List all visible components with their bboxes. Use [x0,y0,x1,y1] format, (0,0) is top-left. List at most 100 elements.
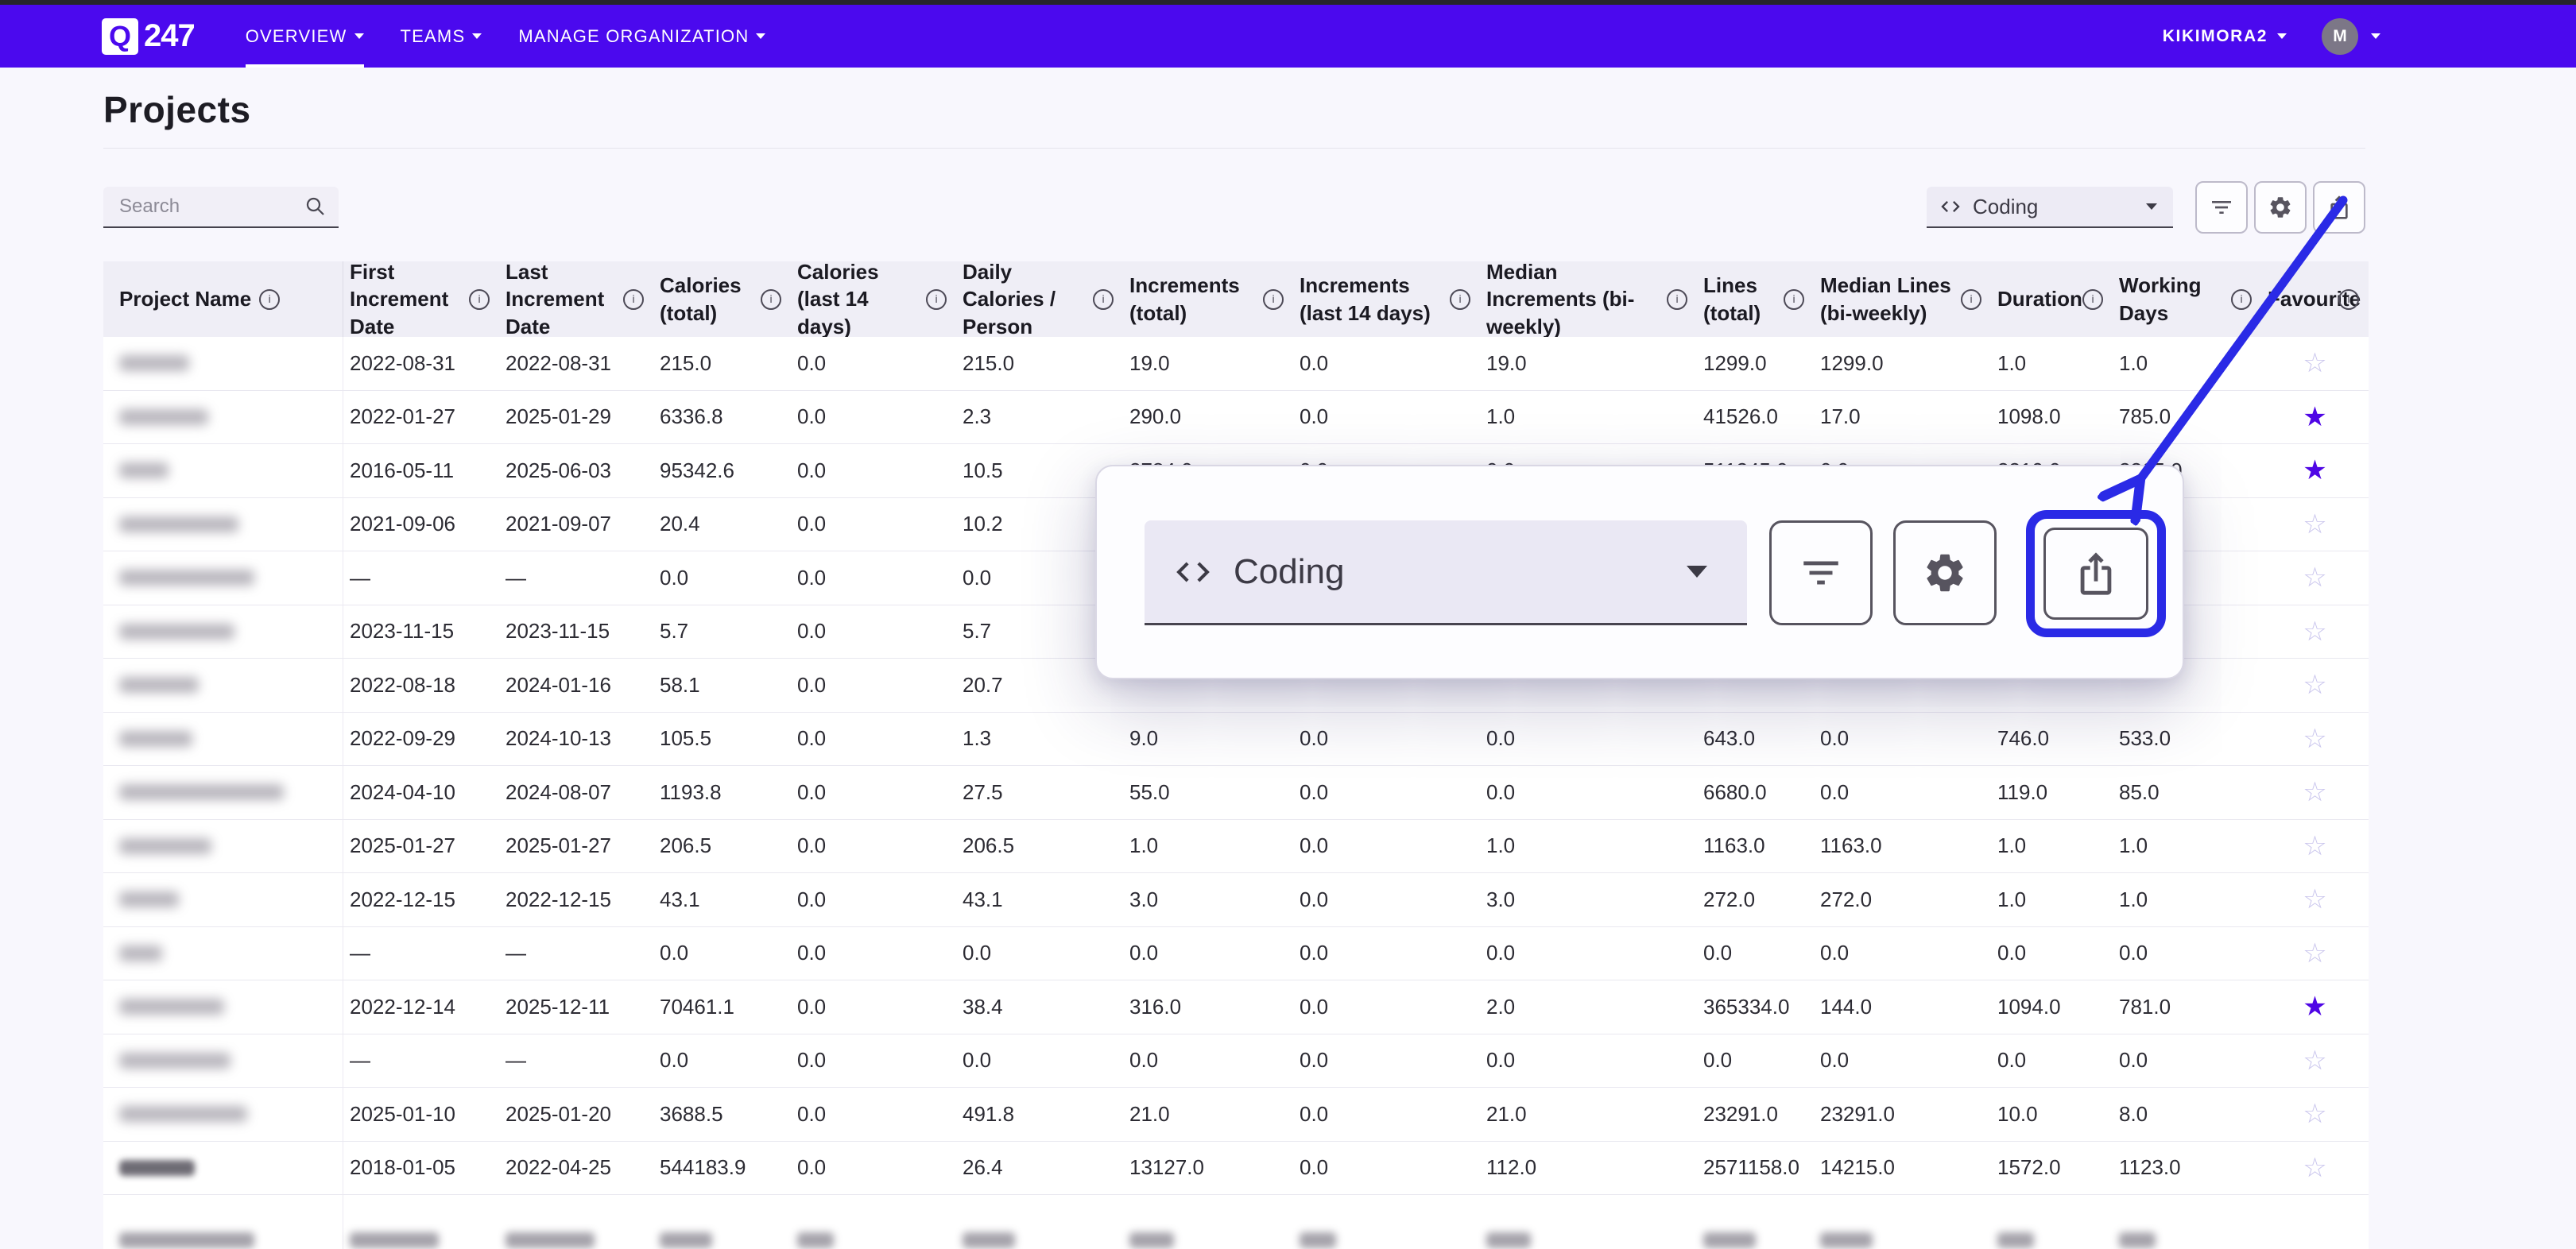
table-cell: 0.0 [1293,873,1480,927]
table-cell: 6680.0 [1697,766,1814,820]
clipped-text [1820,1232,1873,1248]
column-header: Calories (total) [653,261,791,337]
favourite-cell: ★ [2261,390,2369,444]
logo-q-icon: Q [102,17,138,55]
column-header: Duration [1991,261,2113,337]
settings-button[interactable] [1893,520,1997,625]
table-cell: 0.0 [2113,926,2261,980]
info-icon[interactable] [1961,288,1981,310]
favourite-star[interactable]: ☆ [2303,829,2327,862]
table-cell: 365334.0 [1697,980,1814,1034]
settings-button[interactable] [2254,181,2307,234]
table-cell: 0.0 [1480,712,1697,766]
table-cell: 0.0 [1293,819,1480,873]
table-cell: 2571158.0 [1697,1141,1814,1195]
table-cell: 0.0 [791,551,956,605]
filter-button[interactable] [2195,181,2248,234]
nav-item-overview[interactable]: OVERVIEW [245,5,364,68]
info-icon[interactable] [1450,288,1470,310]
column-header: Increments (last 14 days) [1293,261,1480,337]
info-icon[interactable] [2231,288,2252,310]
table-cell: 0.0 [653,1034,791,1088]
info-icon[interactable] [761,288,781,310]
info-icon[interactable] [2338,288,2359,310]
export-button[interactable] [2313,181,2365,234]
favourite-star[interactable]: ☆ [2303,937,2327,969]
favourite-star[interactable]: ☆ [2303,1044,2327,1077]
favourite-star[interactable]: ☆ [2303,722,2327,755]
table-cell: 0.0 [791,444,956,498]
favourite-star[interactable]: ☆ [2303,347,2327,380]
table-cell: 13127.0 [1123,1141,1293,1195]
table-cell: 0.0 [791,1141,956,1195]
info-icon[interactable] [926,288,947,310]
favourite-star[interactable]: ☆ [2303,508,2327,540]
table-cell [791,1195,956,1249]
table-cell: 2.0 [1480,980,1697,1034]
filter-button[interactable] [1769,520,1873,625]
table-cell: 1.0 [1991,819,2113,873]
table-cell: 0.0 [791,337,956,391]
favourite-star[interactable]: ☆ [2303,669,2327,702]
project-name-cell [103,873,343,927]
dataset-select[interactable]: Coding [1927,187,2173,228]
info-icon[interactable] [1263,288,1284,310]
table-cell: 2025-01-10 [343,1088,499,1142]
table-cell: 0.0 [1697,1034,1814,1088]
redacted-project-name [119,730,192,747]
info-icon[interactable] [623,288,644,310]
info-icon[interactable] [469,288,490,310]
table-cell: 17.0 [1814,390,1991,444]
organization-menu[interactable]: KIKIMORA2 [2163,27,2287,46]
table-cell: 2016-05-11 [343,444,499,498]
info-icon[interactable] [1667,288,1687,310]
favourite-star[interactable]: ☆ [2303,562,2327,594]
table-cell: 0.0 [1480,926,1697,980]
toolbar-buttons [2195,181,2365,234]
favourite-cell: ☆ [2261,1088,2369,1142]
table-cell: 2024-10-13 [499,712,653,766]
table-cell: 1094.0 [1991,980,2113,1034]
column-header: Working Days [2113,261,2261,337]
info-icon[interactable] [259,288,281,310]
app-logo[interactable]: Q 247 [102,5,196,68]
table-cell: 38.4 [956,980,1123,1034]
search-input[interactable] [118,195,304,218]
favourite-cell: ☆ [2261,551,2369,605]
table-cell: 43.1 [956,873,1123,927]
favourite-star[interactable]: ★ [2303,400,2327,433]
info-icon[interactable] [2082,288,2103,310]
info-icon[interactable] [1784,288,1804,310]
clipped-text [660,1232,712,1248]
table-cell: 0.0 [791,926,956,980]
table-cell: 0.0 [1293,390,1480,444]
dataset-select-zoomed[interactable]: Coding [1145,520,1747,625]
info-icon[interactable] [1093,288,1114,310]
favourite-star[interactable]: ☆ [2303,776,2327,809]
table-cell: 43.1 [653,873,791,927]
table-cell: 0.0 [653,926,791,980]
table-cell: 105.5 [653,712,791,766]
table-cell: 0.0 [1293,337,1480,391]
user-menu[interactable]: M [2322,17,2380,55]
favourite-star[interactable]: ☆ [2303,884,2327,916]
nav-item-manage-organization[interactable]: MANAGE ORGANIZATION [518,5,766,68]
table-cell: 112.0 [1480,1141,1697,1195]
table-cell: 1.0 [1991,337,2113,391]
favourite-star[interactable]: ★ [2303,991,2327,1023]
nav-item-teams[interactable]: TEAMS [401,5,482,68]
table-cell: 0.0 [791,390,956,444]
table-cell: 2025-01-29 [499,390,653,444]
favourite-star[interactable]: ☆ [2303,1098,2327,1131]
column-header: Calories (last 14 days) [791,260,956,338]
table-cell: 0.0 [791,1034,956,1088]
favourite-star[interactable]: ☆ [2303,615,2327,648]
share-icon [2326,195,2352,220]
search-icon[interactable] [304,195,327,218]
favourite-star[interactable]: ☆ [2303,1151,2327,1184]
table-cell: — [499,926,653,980]
export-button[interactable] [2043,528,2148,620]
clipped-text [1129,1232,1174,1248]
clipped-text [506,1232,595,1248]
favourite-star[interactable]: ★ [2303,454,2327,487]
